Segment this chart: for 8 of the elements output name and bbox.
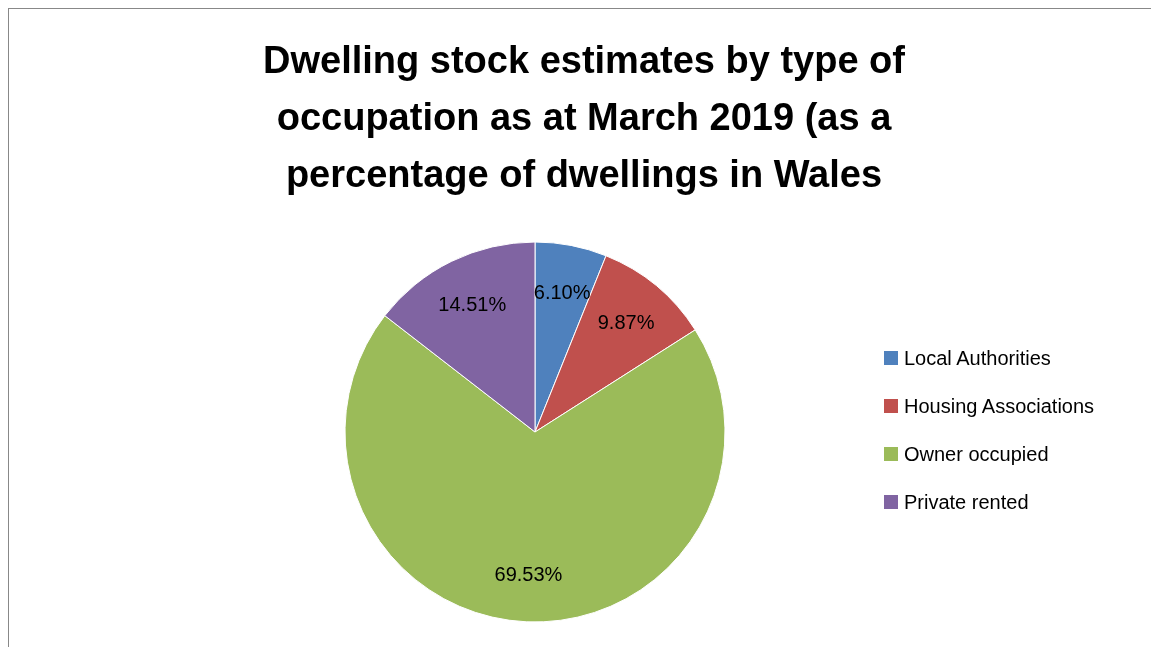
legend-label: Local Authorities bbox=[904, 347, 1051, 369]
legend-label: Housing Associations bbox=[904, 395, 1095, 417]
legend-label: Private rented bbox=[904, 491, 1029, 513]
data-label: 69.53% bbox=[494, 563, 563, 586]
data-label: 14.51% bbox=[438, 293, 507, 316]
legend-label: Owner occupied bbox=[904, 443, 1049, 465]
data-label: 9.87% bbox=[597, 311, 655, 334]
chart-title: Dwelling stock estimates by type of occupation as at March 2019 (as a percentage of dwellings in Wales bbox=[263, 39, 906, 195]
